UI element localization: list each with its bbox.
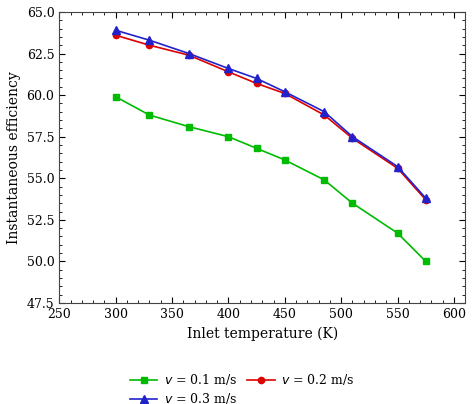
- $v$ = 0.3 m/s: [254, 76, 259, 81]
- Line: $v$ = 0.3 m/s: $v$ = 0.3 m/s: [112, 26, 429, 202]
- $v$ = 0.1 m/s: [282, 158, 288, 162]
- $v$ = 0.2 m/s: [226, 69, 231, 74]
- $v$ = 0.1 m/s: [186, 124, 192, 129]
- $v$ = 0.1 m/s: [113, 95, 118, 99]
- $v$ = 0.1 m/s: [321, 177, 327, 182]
- $v$ = 0.1 m/s: [423, 259, 428, 264]
- $v$ = 0.3 m/s: [282, 89, 288, 94]
- $v$ = 0.2 m/s: [423, 198, 428, 202]
- $v$ = 0.3 m/s: [113, 28, 118, 33]
- $v$ = 0.3 m/s: [395, 164, 401, 169]
- $v$ = 0.3 m/s: [321, 109, 327, 114]
- $v$ = 0.1 m/s: [350, 201, 356, 206]
- $v$ = 0.3 m/s: [186, 51, 192, 56]
- $v$ = 0.2 m/s: [254, 81, 259, 86]
- $v$ = 0.1 m/s: [226, 134, 231, 139]
- $v$ = 0.1 m/s: [254, 146, 259, 151]
- $v$ = 0.2 m/s: [395, 166, 401, 171]
- $v$ = 0.1 m/s: [146, 113, 152, 118]
- $v$ = 0.3 m/s: [226, 66, 231, 71]
- $v$ = 0.3 m/s: [423, 196, 428, 201]
- $v$ = 0.2 m/s: [146, 43, 152, 48]
- $v$ = 0.2 m/s: [186, 53, 192, 58]
- Y-axis label: Instantaneous efficiency: Instantaneous efficiency: [7, 71, 21, 244]
- $v$ = 0.2 m/s: [321, 113, 327, 118]
- $v$ = 0.2 m/s: [113, 33, 118, 38]
- Line: $v$ = 0.2 m/s: $v$ = 0.2 m/s: [112, 32, 429, 203]
- Line: $v$ = 0.1 m/s: $v$ = 0.1 m/s: [112, 94, 429, 265]
- X-axis label: Inlet temperature (K): Inlet temperature (K): [187, 326, 338, 341]
- $v$ = 0.1 m/s: [395, 231, 401, 236]
- $v$ = 0.3 m/s: [350, 134, 356, 139]
- Legend: $v$ = 0.1 m/s, $v$ = 0.3 m/s, $v$ = 0.2 m/s, : $v$ = 0.1 m/s, $v$ = 0.3 m/s, $v$ = 0.2 …: [125, 368, 359, 404]
- $v$ = 0.2 m/s: [350, 136, 356, 141]
- $v$ = 0.3 m/s: [146, 38, 152, 43]
- $v$ = 0.2 m/s: [282, 91, 288, 96]
